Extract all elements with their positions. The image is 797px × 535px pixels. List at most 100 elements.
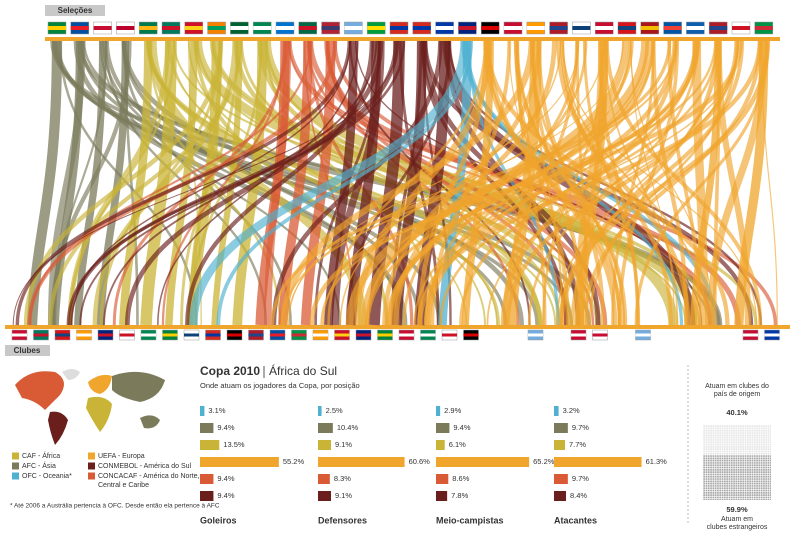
legend-swatch xyxy=(12,472,19,480)
flag-stripe xyxy=(458,26,477,30)
value-label: 2.9% xyxy=(444,406,461,415)
flag-stripe xyxy=(270,333,285,337)
ribbon xyxy=(417,40,763,326)
value-label: 55.2% xyxy=(283,457,305,466)
flag-stripe xyxy=(207,26,226,30)
ribbon xyxy=(189,40,469,326)
map-australia xyxy=(140,415,160,429)
bar xyxy=(436,474,449,484)
ribbon xyxy=(140,40,177,326)
ribbon xyxy=(467,40,560,326)
map-greenland xyxy=(62,369,80,380)
value-label: 9.7% xyxy=(572,423,589,432)
ribbon xyxy=(26,40,63,326)
ribbon xyxy=(556,40,721,326)
flag-stripe xyxy=(618,26,636,30)
bar xyxy=(200,491,214,501)
flag-stripe xyxy=(119,333,135,337)
ribbon xyxy=(309,40,743,326)
ribbon xyxy=(417,40,489,326)
summary-line: Atuam em clubes do xyxy=(705,383,769,390)
summary-label: Atuam em clubes estrangeiros xyxy=(707,516,768,531)
bar xyxy=(318,457,405,467)
ribbon xyxy=(320,40,717,326)
chart-title: Goleiros xyxy=(200,515,237,525)
ribbon xyxy=(345,40,650,326)
bar xyxy=(436,491,448,501)
flag-stripe xyxy=(227,333,242,337)
map-asia xyxy=(112,371,165,402)
ribbon xyxy=(339,40,562,326)
value-label: 8.4% xyxy=(570,491,587,500)
legend-swatch xyxy=(12,452,19,460)
footnote: * Até 2006 a Austrália pertencia à OFC. … xyxy=(10,503,220,510)
ribbon xyxy=(125,40,384,326)
value-label: 3.1% xyxy=(208,406,225,415)
flag-stripe xyxy=(592,333,608,337)
flag-stripe xyxy=(412,26,431,30)
ribbon xyxy=(604,40,679,326)
ribbon xyxy=(211,40,243,326)
flag-stripe xyxy=(367,26,386,30)
flag-stripe xyxy=(48,26,66,30)
section-label: Seleções xyxy=(58,6,93,15)
flag-stripe xyxy=(435,26,454,30)
ribbon xyxy=(79,40,400,326)
summary: Atuam em clubes do país de origem 40.1% 59.… xyxy=(702,383,771,531)
legend-label: CONCACAF - América do Norte, Central e C… xyxy=(98,473,201,489)
ribbon xyxy=(486,40,739,326)
flag-stripe xyxy=(572,26,591,30)
value-label: 9.4% xyxy=(217,474,234,483)
value-label: 65.2% xyxy=(533,457,555,466)
ribbon xyxy=(66,40,406,326)
section-tab xyxy=(5,345,50,356)
ribbon xyxy=(270,40,672,326)
legend-line: CONCACAF - América do Norte, xyxy=(98,473,201,480)
legend-label: CONMEBOL - América do Sul xyxy=(98,463,192,470)
flag-stripe xyxy=(253,26,272,30)
summary-value: 59.9% xyxy=(726,505,748,514)
flag-stripe xyxy=(184,333,199,337)
flag-stripe xyxy=(313,333,328,337)
value-label: 9.4% xyxy=(217,491,234,500)
map-north-america xyxy=(15,371,64,410)
ribbon xyxy=(12,40,398,326)
bar xyxy=(318,406,322,416)
flag-stripe xyxy=(743,333,758,337)
flag-stripe xyxy=(98,333,113,337)
chart-title: Atacantes xyxy=(554,515,597,525)
flag-stripe xyxy=(12,333,27,337)
value-label: 60.6% xyxy=(409,457,431,466)
value-label: 7.8% xyxy=(451,491,468,500)
summary-value: 40.1% xyxy=(726,408,748,417)
summary-label: Atuam em clubes do país de origem xyxy=(705,383,769,398)
flag-stripe xyxy=(162,26,180,30)
ribbon xyxy=(286,40,624,326)
value-label: 7.7% xyxy=(569,440,586,449)
chart-title: Defensores xyxy=(318,515,367,525)
ribbon xyxy=(255,40,290,326)
ribbon xyxy=(280,40,536,326)
ribbon xyxy=(385,40,698,326)
legend-swatch xyxy=(88,472,95,480)
value-label: 8.3% xyxy=(334,474,351,483)
ribbon xyxy=(559,40,771,326)
flag-stripe xyxy=(321,26,340,30)
map-europe xyxy=(88,374,112,394)
flag-stripe xyxy=(686,26,705,30)
bar xyxy=(554,406,559,416)
flag-stripe xyxy=(481,26,500,30)
flag-stripe xyxy=(344,26,363,30)
value-label: 9.4% xyxy=(217,423,234,432)
flag-stripe xyxy=(55,333,70,337)
ribbon xyxy=(58,40,198,326)
bar xyxy=(436,406,441,416)
flag-stripe xyxy=(764,333,780,337)
bar xyxy=(318,474,330,484)
flag-stripe xyxy=(709,26,728,30)
ribbon xyxy=(536,40,606,326)
legend-label: CAF - África xyxy=(22,451,60,460)
flag-stripe xyxy=(442,333,457,337)
value-label: 8.6% xyxy=(452,474,469,483)
